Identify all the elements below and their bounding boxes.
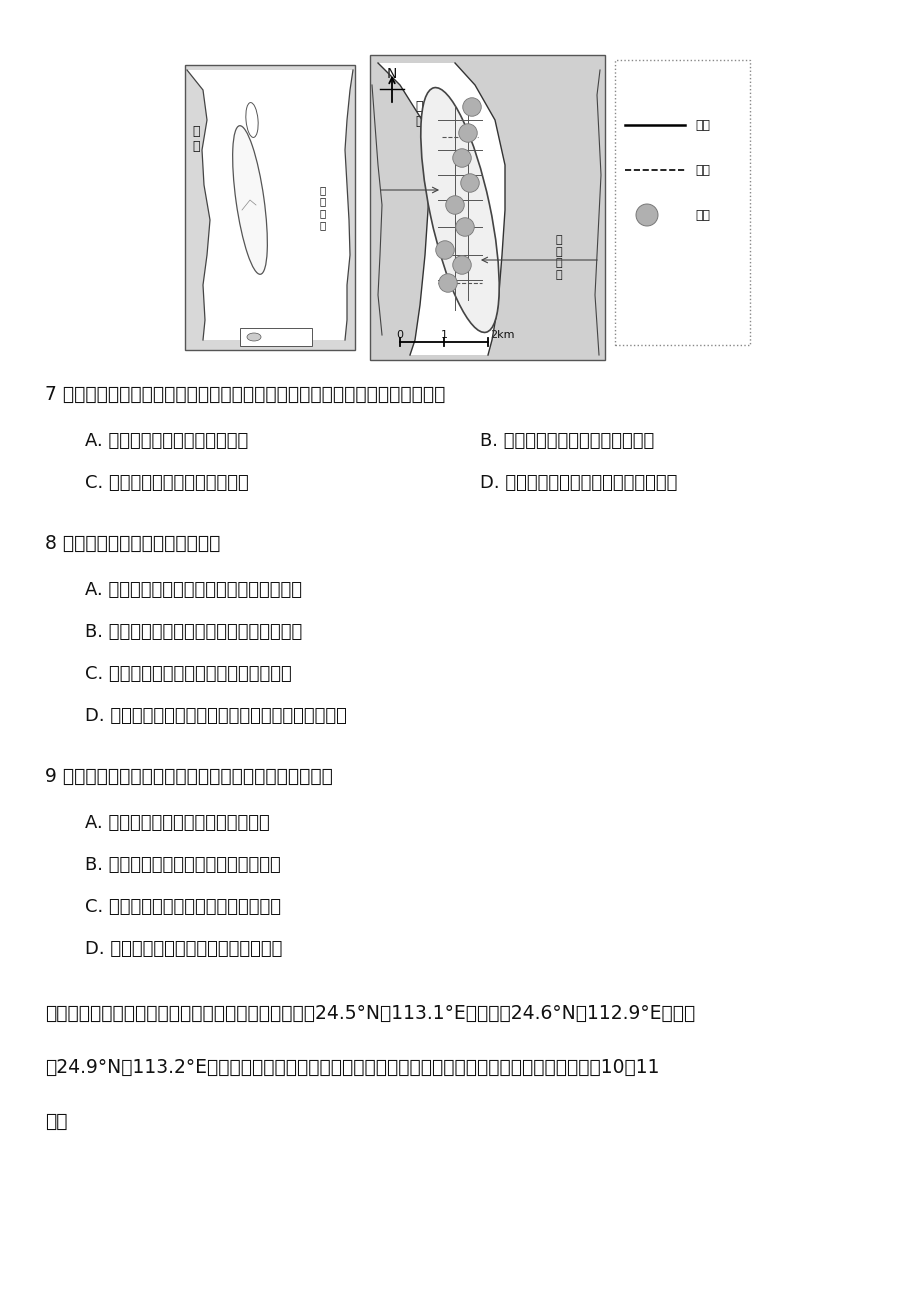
- Polygon shape: [378, 62, 505, 355]
- Text: C. 洲尾部沉积物的粗细分选性好: C. 洲尾部沉积物的粗细分选性好: [85, 474, 248, 492]
- Text: B. 东西侧翼的沉积物多以淤泥为主: B. 东西侧翼的沉积物多以淤泥为主: [480, 432, 653, 450]
- Text: 水域: 水域: [267, 332, 279, 342]
- Ellipse shape: [635, 204, 657, 227]
- Bar: [185, 65, 355, 350]
- Text: 题。: 题。: [45, 1112, 67, 1131]
- Text: 长
江: 长 江: [192, 125, 199, 154]
- Ellipse shape: [438, 273, 457, 292]
- Bar: [369, 55, 605, 359]
- Ellipse shape: [245, 103, 258, 138]
- Ellipse shape: [246, 333, 261, 341]
- Text: 长
江: 长 江: [414, 100, 422, 128]
- Ellipse shape: [459, 124, 477, 142]
- Text: A. 滨江堤岸需要生态化、景观化改造: A. 滨江堤岸需要生态化、景观化改造: [85, 814, 269, 832]
- Text: B. 南水北调东线实施调水后江心洲面积缩小: B. 南水北调东线实施调水后江心洲面积缩小: [85, 622, 302, 641]
- Text: A. 迎水侧的洲头沉积物颗粒较粗: A. 迎水侧的洲头沉积物颗粒较粗: [85, 432, 248, 450]
- Ellipse shape: [436, 241, 454, 259]
- Bar: [614, 60, 749, 345]
- Text: 道路: 道路: [694, 118, 709, 132]
- Ellipse shape: [460, 173, 479, 193]
- Text: C. 大量农业开垦导致江心洲内部湿地锐减: C. 大量农业开垦导致江心洲内部湿地锐减: [85, 665, 291, 684]
- Text: 0: 0: [396, 329, 403, 340]
- Ellipse shape: [452, 255, 471, 275]
- Text: 2km: 2km: [490, 329, 514, 340]
- Text: 社区: 社区: [694, 210, 709, 223]
- Ellipse shape: [455, 217, 473, 236]
- Text: A: A: [234, 190, 243, 201]
- Polygon shape: [187, 70, 353, 340]
- Text: C. 东侧要与市区隔离开避免市区的干扰: C. 东侧要与市区隔离开避免市区的干扰: [85, 898, 280, 917]
- Text: 林线指山地森林分布的最高界线。下图是将广东省甲（24.5°N，113.1°E）、乙（24.6°N，112.9°E）、丙: 林线指山地森林分布的最高界线。下图是将广东省甲（24.5°N，113.1°E）、…: [45, 1004, 695, 1023]
- Text: 南
京
市
区: 南 京 市 区: [320, 185, 326, 229]
- Text: （24.9°N，113.2°E）三地林线高度与坡向分级图叠加，得到的林线随坡向的变化示意图，读图完成10～11: （24.9°N，113.2°E）三地林线高度与坡向分级图叠加，得到的林线随坡向的…: [45, 1059, 659, 1077]
- Ellipse shape: [446, 195, 464, 215]
- Text: A. 长江三峡蓄水后江心洲面积有扩大的趋势: A. 长江三峡蓄水后江心洲面积有扩大的趋势: [85, 581, 301, 599]
- Bar: [240, 328, 312, 346]
- Text: 9 关于江心洲滨江带绿道的规划建设，下列说法正确的是: 9 关于江心洲滨江带绿道的规划建设，下列说法正确的是: [45, 767, 333, 786]
- Ellipse shape: [420, 87, 499, 332]
- Text: D. 从洲面垂直向下沉积物颗粒逐渐加粗: D. 从洲面垂直向下沉积物颗粒逐渐加粗: [480, 474, 676, 492]
- Text: 南
京
市
区: 南 京 市 区: [554, 234, 561, 280]
- Ellipse shape: [452, 148, 471, 167]
- Text: D. 造船、沙场等产业的退出使江心洲的发展趋于衰落: D. 造船、沙场等产业的退出使江心洲的发展趋于衰落: [85, 707, 346, 725]
- Text: 7 江心洲是河水周期性涨落过程中逐渐形成的，不同部位的沉积砂砾颗粒特征是: 7 江心洲是河水周期性涨落过程中逐渐形成的，不同部位的沉积砂砾颗粒特征是: [45, 385, 445, 404]
- Text: 1: 1: [440, 329, 447, 340]
- Ellipse shape: [462, 98, 481, 116]
- Text: 8 江心洲近年来发生的变化可能是: 8 江心洲近年来发生的变化可能是: [45, 534, 221, 553]
- Ellipse shape: [233, 126, 267, 275]
- Text: N: N: [386, 66, 397, 81]
- Text: D. 西侧破碎的湿地应保持其相互独立性: D. 西侧破碎的湿地应保持其相互独立性: [85, 940, 282, 958]
- Text: 水路: 水路: [694, 164, 709, 177]
- Text: B. 码头、船坞等工业遗址需要彻底清理: B. 码头、船坞等工业遗址需要彻底清理: [85, 855, 280, 874]
